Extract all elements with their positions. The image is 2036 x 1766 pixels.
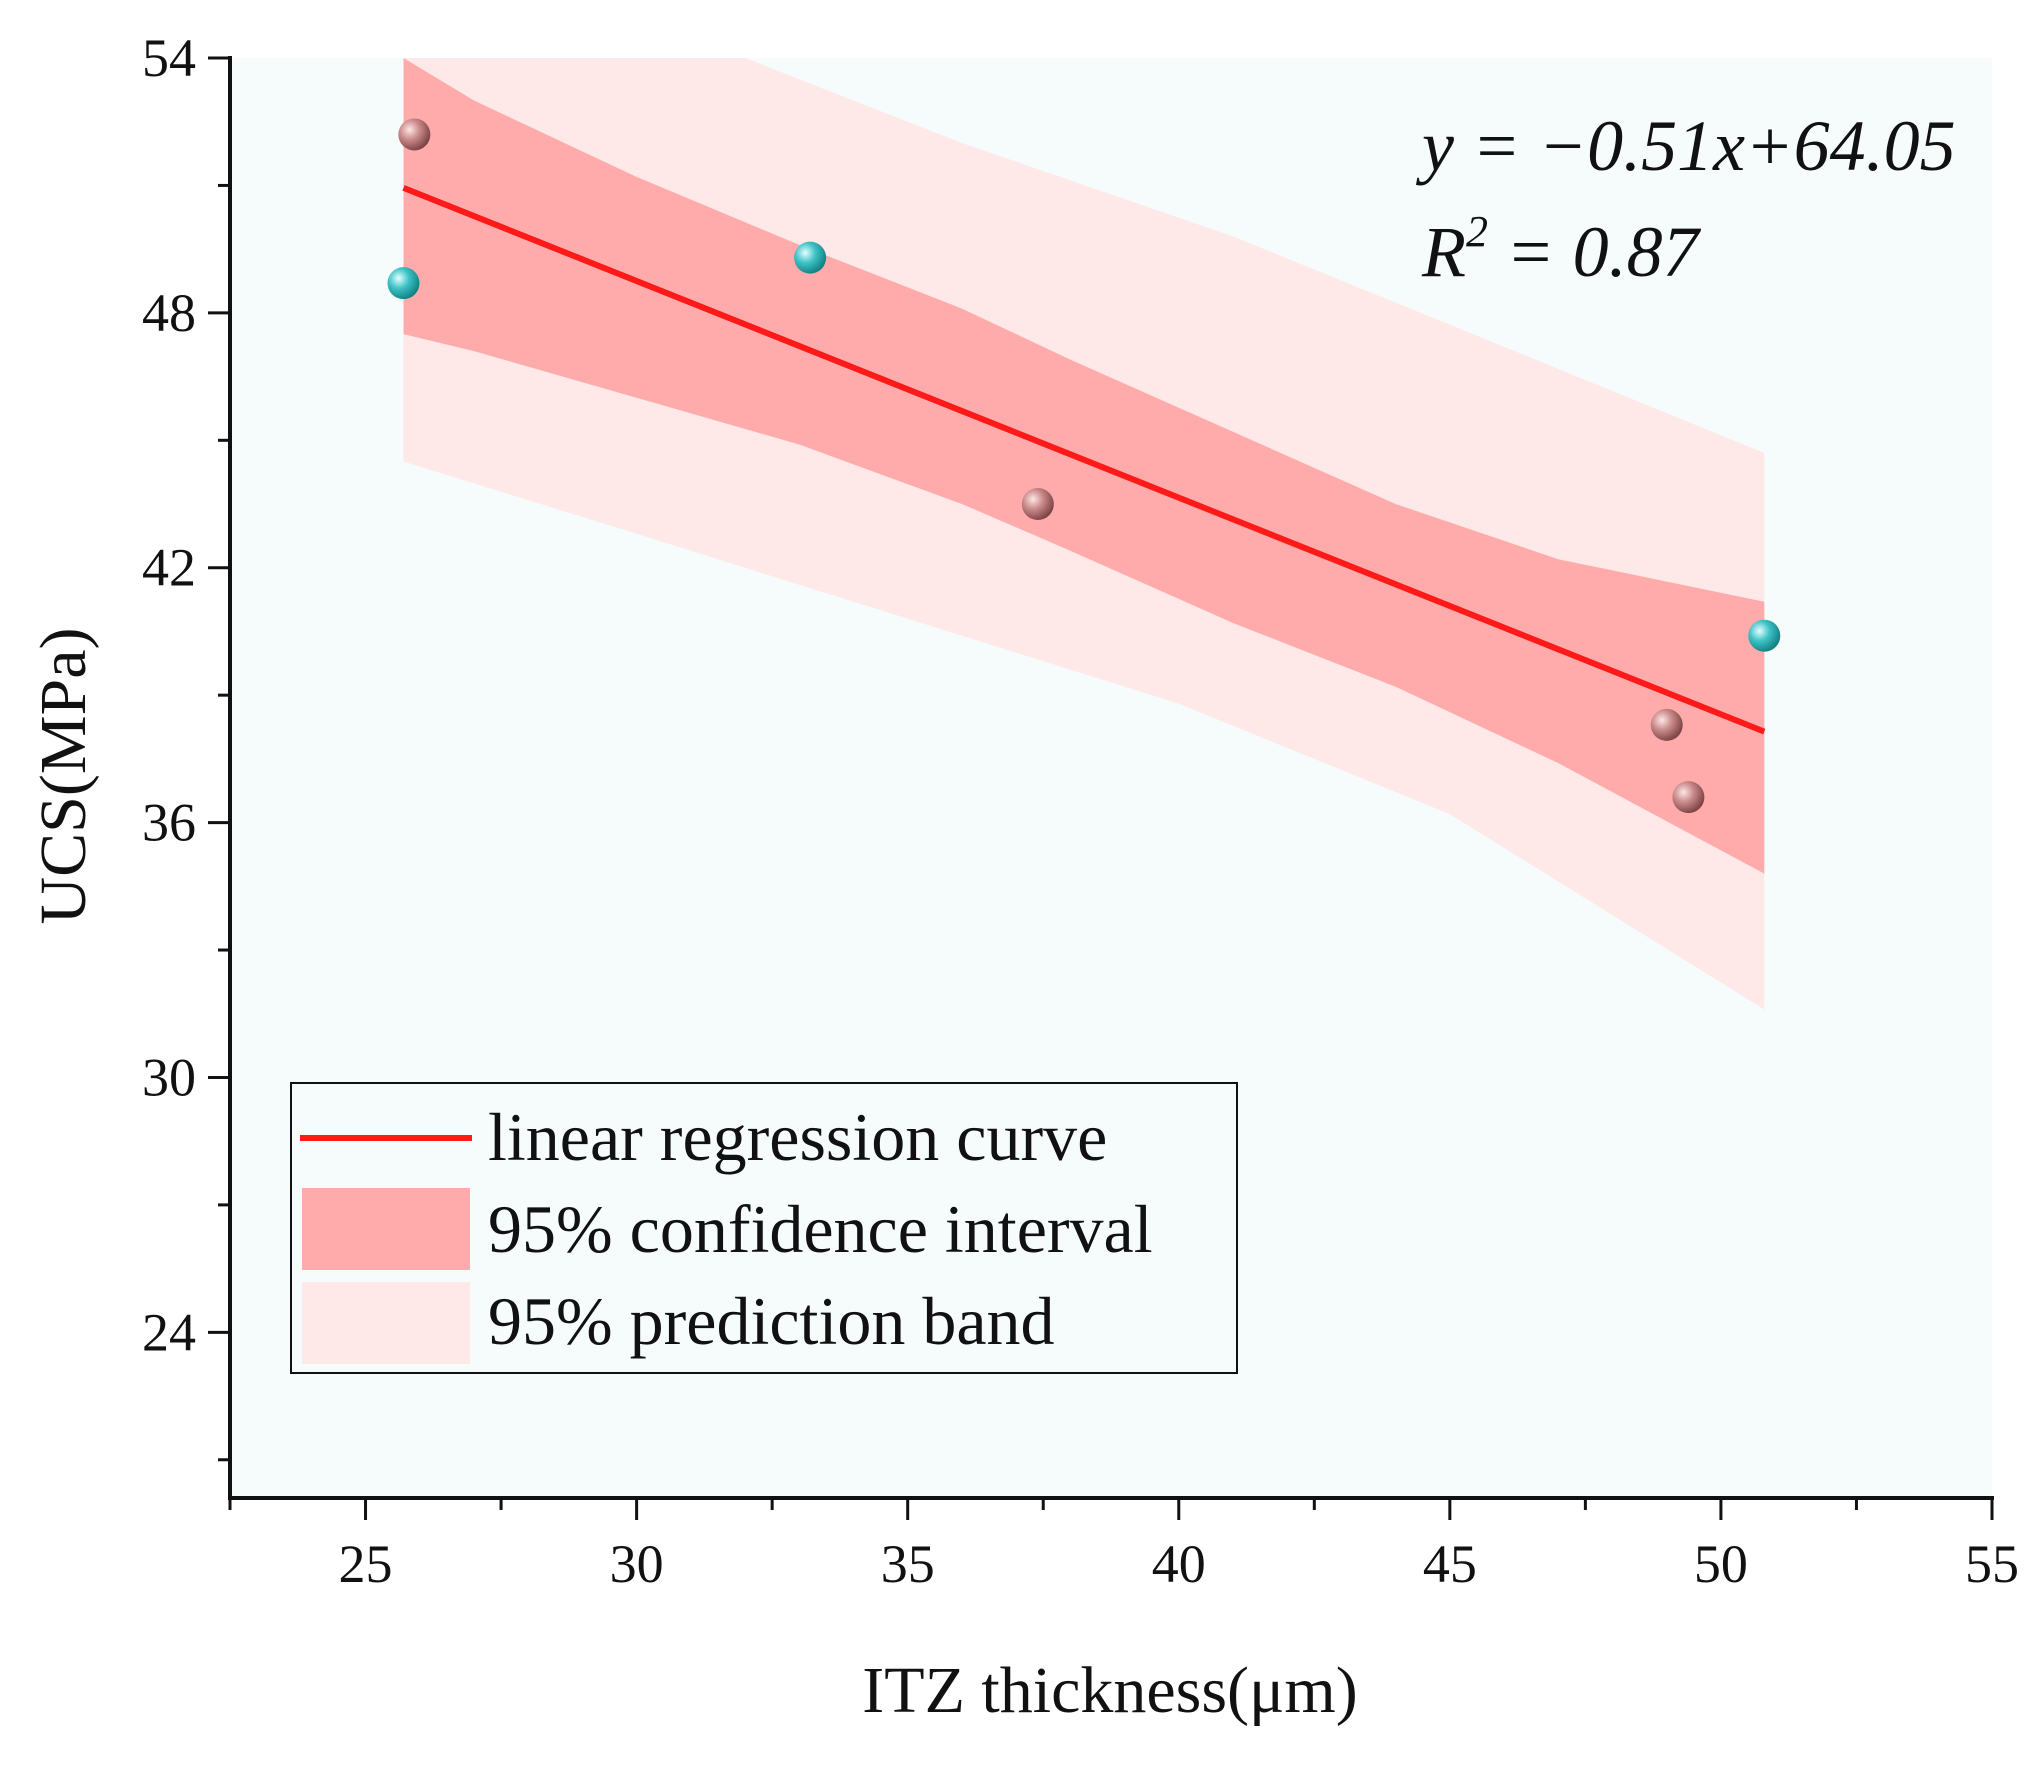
r-squared-value: = 0.87 (1488, 212, 1702, 292)
r-squared-symbol: R (1421, 212, 1466, 292)
y-tick-label: 24 (142, 1302, 196, 1362)
data-point-5 (1650, 708, 1683, 741)
x-tick-label: 40 (1152, 1534, 1206, 1594)
y-tick-label: 42 (142, 538, 196, 598)
x-tick-label: 30 (610, 1534, 664, 1594)
regression-line (402, 185, 1766, 735)
x-tick-label: 45 (1423, 1534, 1477, 1594)
y-axis-title: UCS(MPa) (27, 627, 100, 924)
confidence-band (403, 58, 1765, 874)
data-point-2 (387, 267, 420, 300)
legend-swatch-confidence (302, 1188, 470, 1270)
legend-label-confidence: 95% confidence interval (488, 1191, 1153, 1267)
r-squared-exponent: 2 (1466, 207, 1488, 256)
data-point-1 (398, 118, 431, 151)
legend-box (290, 1082, 1238, 1374)
y-tick-label: 36 (142, 793, 196, 853)
x-axis-title: ITZ thickness(μm) (862, 1654, 1357, 1727)
legend-swatch-prediction (302, 1282, 470, 1364)
r-squared-text: R2 = 0.87 (1421, 207, 1702, 292)
x-tick-label: 25 (339, 1534, 393, 1594)
legend-label-regression: linear regression curve (488, 1099, 1107, 1175)
bands (403, 58, 1765, 1010)
y-ticks: 24 30 36 42 48 54 (142, 28, 230, 1462)
x-ticks: 25 30 35 40 45 50 55 (228, 1498, 2019, 1594)
y-tick-label: 30 (142, 1047, 196, 1107)
x-tick-label: 55 (1965, 1534, 2019, 1594)
x-tick-label: 50 (1694, 1534, 1748, 1594)
data-point-4 (1021, 488, 1054, 521)
y-tick-label: 48 (142, 283, 196, 343)
y-tick-label: 54 (142, 28, 196, 88)
data-points (387, 118, 1781, 814)
data-point-3 (794, 241, 827, 274)
data-point-6 (1672, 781, 1705, 814)
equation-text: y = −0.51x+64.05 (1415, 106, 1956, 186)
fit-equation: y = −0.51x+64.05 R2 = 0.87 (1415, 106, 1956, 292)
x-tick-label: 35 (881, 1534, 935, 1594)
data-point-7 (1748, 619, 1781, 652)
axes (228, 56, 1994, 1500)
legend: linear regression curve 95% confidence i… (290, 1082, 1238, 1374)
legend-label-prediction: 95% prediction band (488, 1283, 1055, 1359)
